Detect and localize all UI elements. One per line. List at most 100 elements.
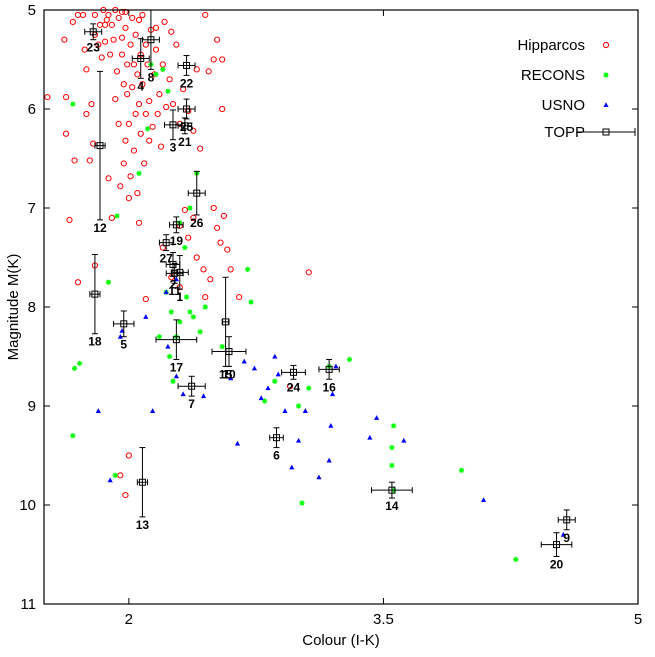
hipparcos-point	[120, 160, 127, 167]
topp-point-label: 23	[87, 41, 101, 55]
usno-point	[480, 497, 487, 503]
hipparcos-point	[219, 56, 226, 63]
legend-label-recons: RECONS	[521, 67, 585, 84]
recons-point	[136, 170, 142, 176]
legend-marker-usno	[603, 102, 609, 107]
topp-marker	[188, 382, 196, 390]
hipparcos-point	[117, 183, 124, 190]
y-tick-label: 5	[28, 2, 36, 19]
hipparcos-point	[227, 266, 234, 273]
topp-marker	[89, 28, 97, 36]
hipparcos-point	[122, 137, 129, 144]
hipparcos-point	[220, 212, 227, 220]
hipparcos-point	[135, 219, 143, 226]
topp-point: 22	[177, 55, 196, 90]
recons-point	[187, 205, 193, 211]
hipparcos-point	[236, 294, 243, 301]
topp-marker	[137, 55, 145, 63]
hipparcos-point	[130, 147, 138, 154]
hipparcos-point	[149, 123, 156, 130]
hipparcos-point	[112, 96, 119, 103]
legend: Hipparcos RECONS USNO TOPP	[517, 37, 636, 141]
y-tick-label: 9	[28, 398, 36, 415]
recons-point	[144, 126, 151, 132]
topp-marker	[138, 478, 146, 486]
recons-point	[71, 365, 78, 371]
hipparcos-point	[166, 76, 173, 83]
topp-point-label: 14	[385, 499, 399, 513]
y-tick-label: 6	[28, 101, 36, 118]
hipparcos-point	[180, 86, 187, 93]
hipparcos-point	[122, 24, 129, 31]
hipparcos-point	[86, 157, 93, 164]
hipparcos-point	[217, 239, 224, 246]
hipparcos-point	[202, 11, 209, 19]
recons-point	[170, 378, 176, 384]
topp-point-label: 20	[550, 557, 564, 571]
hipparcos-point	[124, 91, 131, 98]
usno-point	[329, 391, 336, 397]
topp-point-label: 11	[168, 284, 181, 298]
hipparcos-point	[118, 8, 126, 16]
usno-point	[282, 408, 288, 413]
topp-point: 6	[269, 427, 284, 463]
hipparcos-point	[173, 41, 180, 48]
topp-point-label: 25	[180, 120, 194, 134]
hipparcos-point	[129, 84, 136, 91]
recons-series	[70, 61, 519, 563]
hipparcos-point	[142, 110, 149, 118]
hipparcos-point	[193, 66, 200, 73]
recons-point	[391, 423, 397, 429]
hipparcos-point	[69, 18, 76, 25]
hipparcos-point	[185, 107, 192, 115]
hipparcos-point	[135, 100, 143, 108]
legend-marker-hipparcos	[602, 41, 610, 49]
recons-point	[389, 462, 395, 468]
topp-point-label: 4	[137, 79, 144, 93]
topp-marker	[120, 320, 128, 328]
hipparcos-point	[129, 14, 136, 22]
topp-marker	[325, 365, 333, 373]
x-tick-label: 3.5	[373, 611, 394, 628]
topp-point-label: 5	[120, 338, 127, 352]
hipparcos-point	[108, 21, 115, 28]
usno-point	[143, 314, 149, 319]
topp-point: 2	[165, 252, 181, 291]
hipparcos-point	[154, 110, 161, 118]
topp-marker	[169, 121, 177, 129]
y-axis-ticks: 5 6 7 8 9 10 11	[19, 2, 638, 613]
topp-point: 5	[113, 310, 135, 352]
hipparcos-point	[142, 295, 149, 303]
recons-point	[248, 299, 254, 305]
topp-point: 18	[88, 254, 102, 349]
usno-point	[234, 440, 241, 446]
usno-series	[95, 276, 566, 537]
hipparcos-point	[125, 120, 132, 127]
recons-point	[306, 385, 312, 391]
hipparcos-point	[74, 11, 82, 19]
topp-point: 23	[84, 23, 103, 55]
recons-point	[166, 353, 173, 360]
hipparcos-point	[197, 145, 204, 152]
topp-point-label: 26	[190, 216, 204, 230]
usno-point	[302, 408, 308, 413]
topp-point: 17	[155, 319, 198, 374]
hipparcos-point	[113, 68, 121, 75]
recons-point	[219, 344, 225, 350]
topp-marker	[172, 336, 180, 344]
recons-point	[177, 319, 183, 325]
topp-marker	[193, 189, 201, 197]
legend-label-topp: TOPP	[544, 124, 585, 141]
hipparcos-point	[224, 246, 231, 253]
topp-point: 24	[281, 364, 306, 394]
hipparcos-point	[185, 234, 192, 241]
hipparcos-point	[44, 94, 51, 101]
topp-marker	[289, 368, 297, 376]
recons-point	[165, 88, 171, 94]
topp-point: 25	[177, 98, 196, 134]
hipparcos-point	[115, 120, 122, 127]
usno-point	[295, 437, 302, 443]
usno-point	[374, 415, 380, 420]
usno-point	[228, 375, 234, 381]
hipparcos-point	[107, 51, 114, 58]
